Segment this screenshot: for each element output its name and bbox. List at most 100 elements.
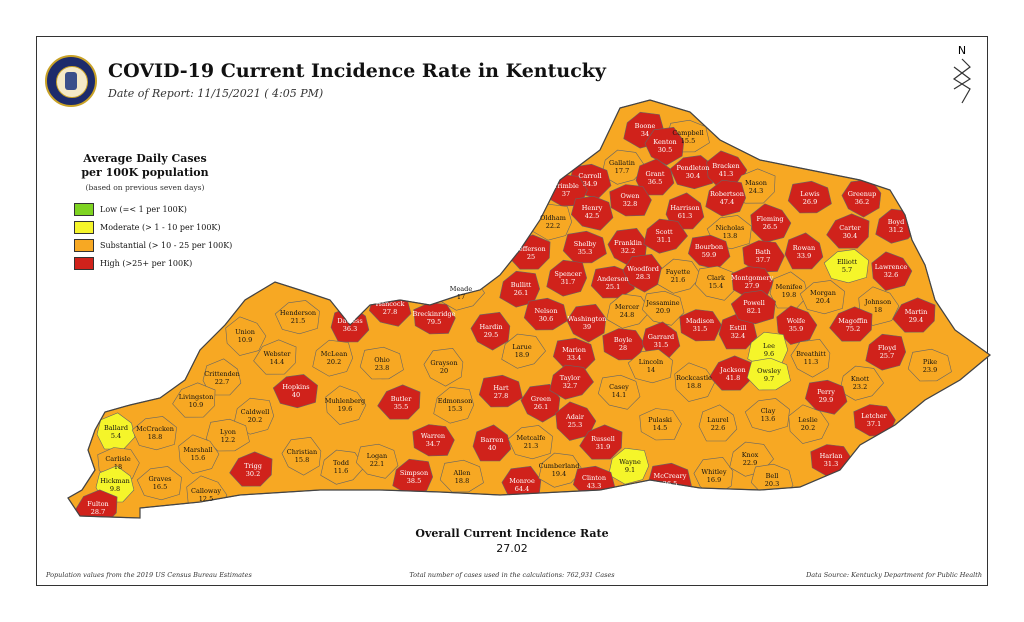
- county-mclean: [312, 339, 354, 377]
- county-name: Rockcastle: [676, 374, 712, 382]
- county-rate: 41.3: [718, 170, 734, 178]
- county-name: Mercer: [614, 303, 640, 311]
- county-lyon: [205, 418, 250, 452]
- county-rate: 34.9: [582, 180, 598, 188]
- county-label: Warren 34.7: [421, 432, 445, 448]
- county-name: Fleming: [756, 215, 784, 223]
- county-rate: 12.2: [220, 436, 236, 444]
- county-label: Logan 22.1: [367, 452, 387, 468]
- legend-label-low: Low (=< 1 per 100K): [100, 204, 187, 214]
- county-rate: 40: [291, 391, 301, 399]
- county-rate: 23.8: [374, 364, 390, 372]
- county-name: Union: [235, 328, 255, 336]
- county-name: Wayne: [619, 458, 641, 466]
- county-name: Knox: [741, 451, 759, 459]
- county-name: Todd: [332, 459, 350, 467]
- county-owsley: [746, 357, 791, 391]
- county-label: Perry 29.9: [817, 388, 835, 404]
- county-spencer: [546, 259, 588, 297]
- county-ohio: [359, 346, 404, 380]
- county-label: Powell 82.1: [743, 299, 765, 315]
- county-name: Marion: [562, 346, 586, 354]
- county-name: Meade: [449, 285, 473, 293]
- county-name: Marshall: [183, 446, 213, 454]
- county-name: Breathitt: [796, 350, 826, 358]
- county-rate: 30.6: [538, 315, 554, 323]
- county-name: Casey: [609, 383, 629, 391]
- county-label: Fayette 21.6: [666, 268, 691, 284]
- county-rate: 36.3: [342, 325, 358, 333]
- county-rate: 30.2: [245, 470, 261, 478]
- county-label: Shelby 35.3: [574, 240, 596, 256]
- county-rate: 32.2: [620, 247, 636, 255]
- county-scott: [643, 218, 688, 254]
- county-name: Hancock: [375, 300, 405, 308]
- county-name: Shelby: [573, 240, 597, 248]
- county-name: Bourbon: [694, 243, 724, 251]
- county-leslie: [788, 404, 830, 444]
- county-rate: 27.8: [493, 392, 509, 400]
- county-name: Laurel: [707, 416, 729, 424]
- county-rate: 15.8: [294, 456, 310, 464]
- county-name: Nicholas: [715, 224, 745, 232]
- county-name: Christian: [286, 448, 318, 456]
- county-name: Hickman: [100, 477, 130, 485]
- county-name: Monroe: [509, 477, 535, 485]
- county-label: Franklin 32.2: [614, 239, 642, 255]
- county-rate: 39: [582, 323, 592, 331]
- county-label: McLean 20.2: [321, 350, 348, 366]
- county-logan: [355, 443, 399, 479]
- county-name: Trigg: [244, 462, 262, 470]
- county-label: Marion 33.4: [562, 346, 586, 362]
- overall-rate-title: Overall Current Incidence Rate: [415, 527, 609, 540]
- county-shelby: [562, 230, 607, 264]
- county-label: Johnson 18: [865, 298, 891, 314]
- county-label: Boone 34: [635, 122, 656, 138]
- county-rate: 30.5: [657, 146, 673, 154]
- county-name: Livingston: [178, 393, 214, 401]
- county-name: Perry: [817, 388, 835, 396]
- county-rate: 31.5: [692, 325, 708, 333]
- county-rate: 30.4: [685, 172, 701, 180]
- report-date: Date of Report: 11/15/2021 ( 4:05 PM): [108, 87, 324, 100]
- county-pike: [907, 348, 952, 382]
- county-name: Bell: [765, 472, 779, 480]
- county-rate: 32.4: [730, 332, 746, 340]
- county-name: Martin: [904, 308, 928, 316]
- county-rate: 21.6: [670, 276, 686, 284]
- legend-swatch-substantial: [74, 238, 94, 252]
- county-livingston: [172, 382, 216, 418]
- county-label: Bell 20.3: [765, 472, 779, 488]
- county-rate: 30.4: [842, 232, 858, 240]
- county-label: Menifee 19.8: [776, 283, 803, 299]
- county-name: Owsley: [757, 367, 781, 375]
- county-name: Muhlenberg: [324, 397, 366, 405]
- county-russell: [579, 424, 623, 460]
- county-label: Oldham 22.2: [540, 214, 566, 230]
- county-label: Daviess 36.3: [337, 317, 362, 333]
- county-muhlenberg: [325, 385, 367, 425]
- county-label: Christian 15.8: [287, 448, 317, 464]
- legend-title-line1: Average Daily Cases: [83, 152, 207, 165]
- county-rate: 10.9: [188, 401, 204, 409]
- county-rate: 33.9: [796, 252, 812, 260]
- county-rate: 20.2: [326, 358, 342, 366]
- county-harrison: [665, 192, 705, 230]
- county-name: McCracken: [136, 425, 174, 433]
- county-rate: 35.9: [788, 325, 804, 333]
- county-rate: 59.9: [701, 251, 717, 259]
- county-name: Ohio: [374, 356, 390, 364]
- county-rate: 16.5: [152, 483, 168, 491]
- county-rate: 26.5: [662, 480, 678, 488]
- county-name: Hart: [493, 384, 509, 392]
- county-rate: 36.2: [854, 198, 870, 206]
- county-name: Green: [530, 395, 552, 403]
- county-label: Nelson 30.6: [534, 307, 557, 323]
- county-rate: 29.5: [483, 331, 499, 339]
- county-name: Logan: [366, 452, 388, 460]
- county-name: Floyd: [877, 344, 897, 352]
- county-label: Scott 31.1: [655, 228, 672, 244]
- county-name: Jackson: [720, 366, 746, 374]
- county-taylor: [549, 364, 594, 400]
